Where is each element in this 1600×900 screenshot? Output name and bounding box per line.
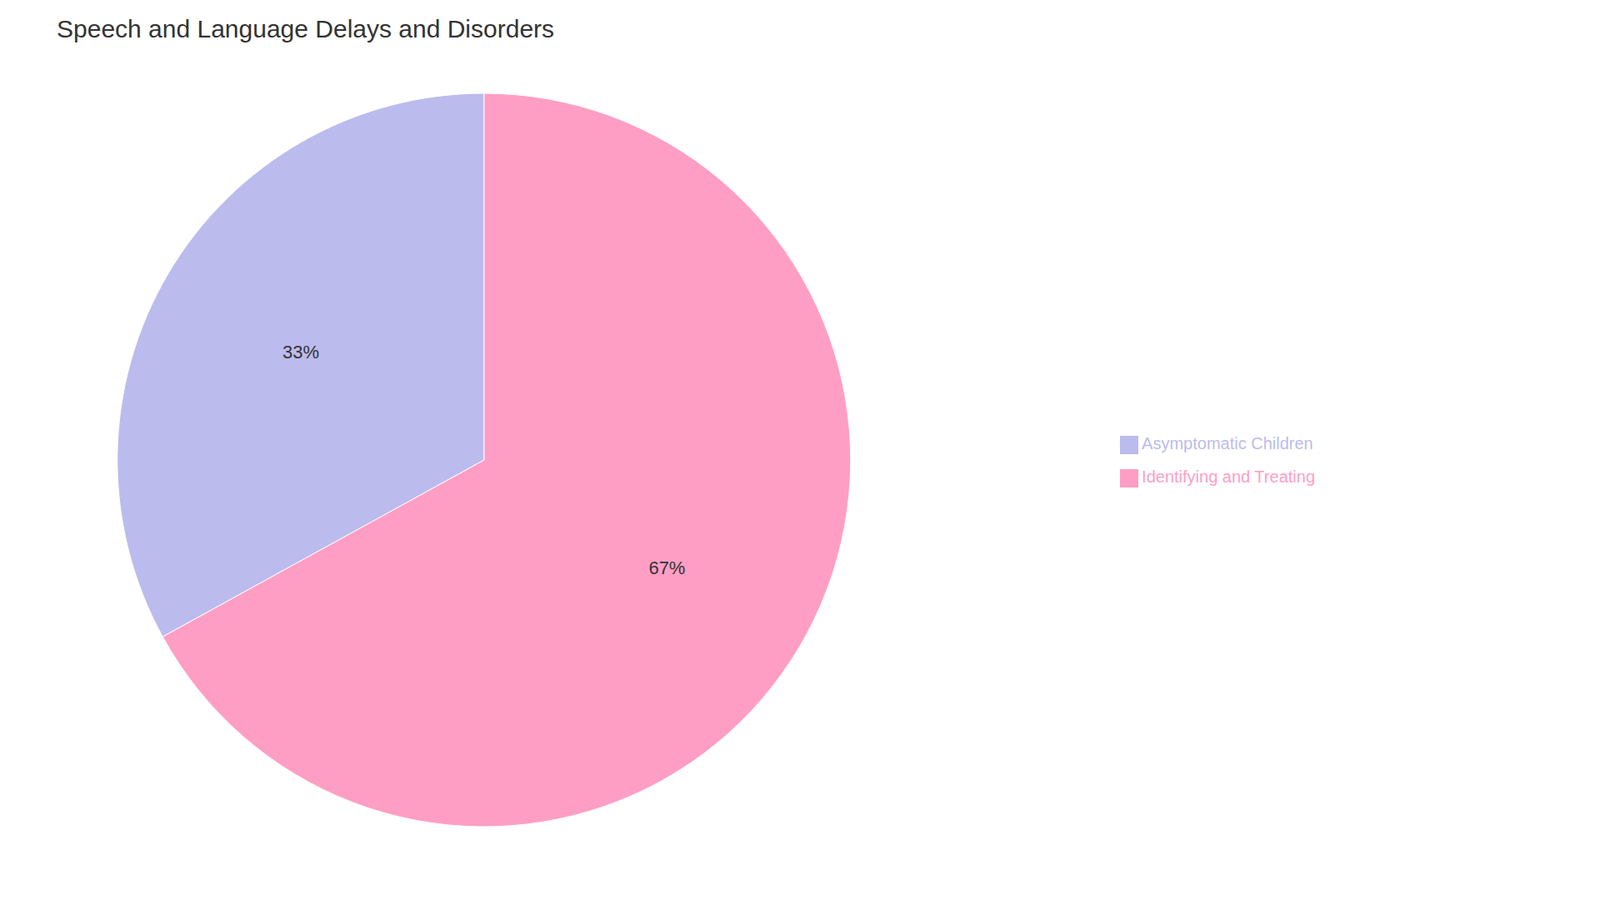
svg-text:33%: 33% xyxy=(282,341,320,363)
html-text:Asymptomatic Children: Asymptomatic Children xyxy=(1141,434,1314,453)
html-text:Identifying and Treating: Identifying and Treating xyxy=(1141,467,1315,486)
svg-text:67%: 67% xyxy=(648,557,685,579)
html-text:Speech and Language Delays and: Speech and Language Delays and Disorders xyxy=(56,15,555,43)
